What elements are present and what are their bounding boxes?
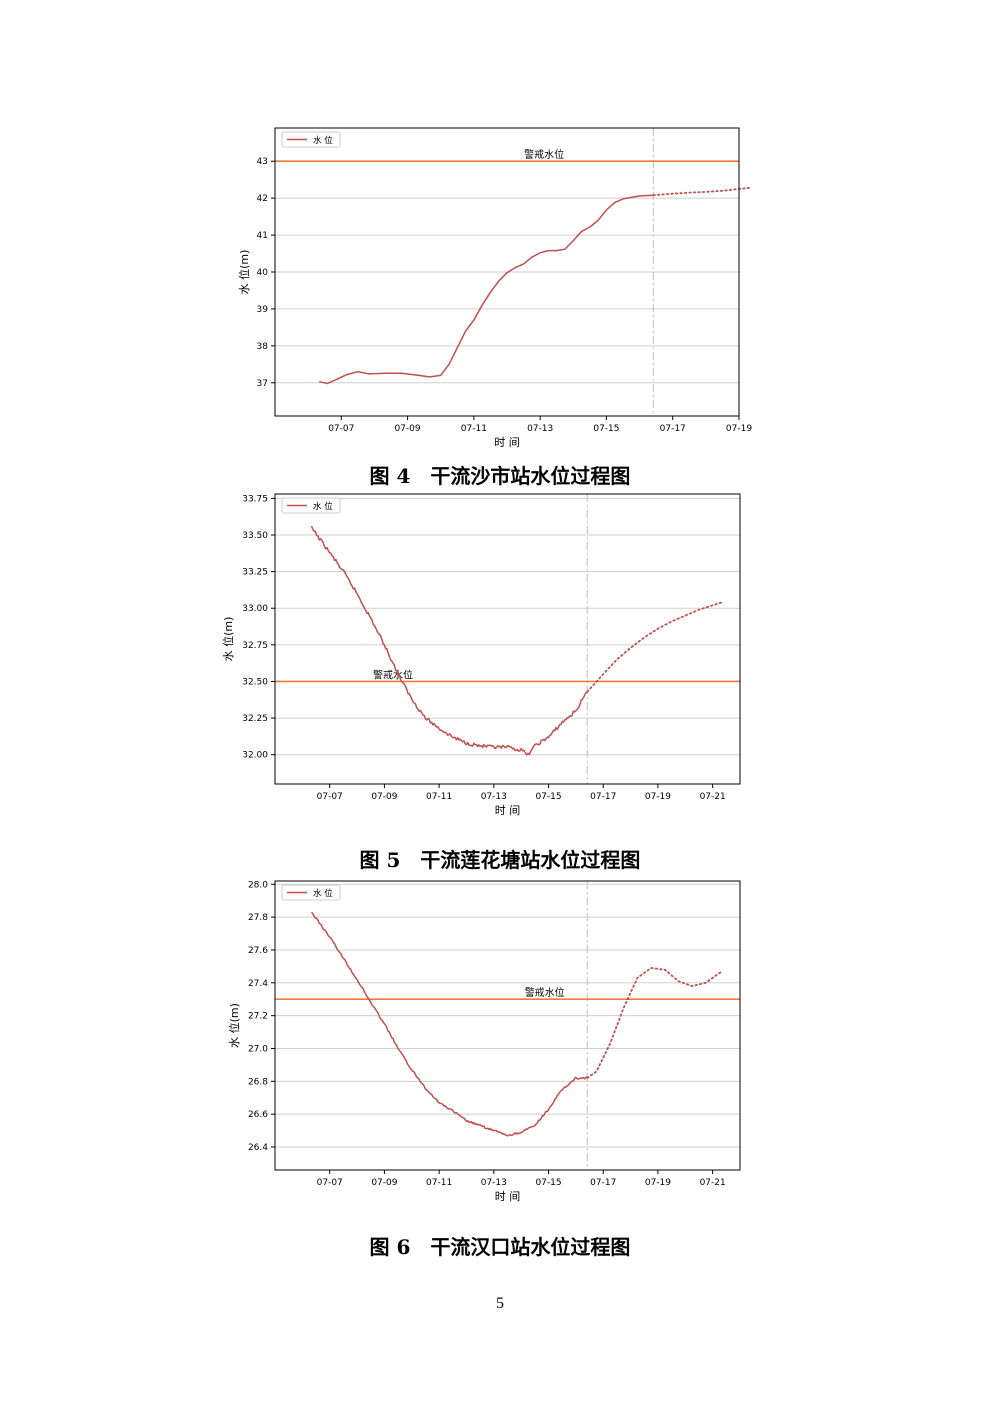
y-tick-label: 37 [257, 379, 268, 389]
figure-caption-5: 图 5 干流莲花塘站水位过程图 [359, 848, 641, 872]
warning-level-label: 警戒水位 [373, 668, 413, 681]
x-tick-label: 07-21 [700, 1178, 726, 1188]
y-tick-label: 27.6 [248, 946, 268, 956]
y-tick-label: 32.00 [242, 751, 268, 761]
y-axis-label: 水 位(m) [227, 1003, 241, 1048]
observed-series-line [310, 525, 588, 756]
page-number: 5 [496, 1295, 504, 1312]
forecast-series-line [586, 967, 723, 1079]
y-tick-label: 28.0 [248, 880, 268, 890]
x-tick-label: 07-13 [481, 792, 507, 802]
y-tick-label: 38 [257, 342, 269, 352]
x-tick-label: 07-13 [481, 1178, 507, 1188]
y-tick-label: 32.25 [242, 714, 268, 724]
warning-level-label: 警戒水位 [524, 148, 564, 161]
y-tick-label: 26.8 [248, 1077, 268, 1087]
y-tick-label: 27.8 [248, 913, 268, 923]
forecast-series-line [586, 601, 723, 693]
figure-caption-6: 图 6 干流汉口站水位过程图 [369, 1235, 631, 1259]
y-tick-label: 32.75 [242, 641, 268, 651]
x-tick-label: 07-11 [426, 792, 452, 802]
legend-label: 水 位 [313, 501, 333, 512]
y-axis-label: 水 位(m) [237, 250, 251, 295]
y-tick-label: 39 [257, 305, 269, 315]
legend-label: 水 位 [313, 135, 333, 146]
legend-box [281, 497, 341, 514]
x-tick-label: 07-19 [645, 792, 671, 802]
legend-label: 水 位 [313, 888, 333, 899]
x-tick-label: 07-15 [535, 1178, 561, 1188]
plot-frame [274, 880, 741, 1171]
x-tick-label: 07-19 [726, 424, 752, 434]
x-tick-label: 07-19 [645, 1178, 671, 1188]
y-tick-label: 33.00 [242, 604, 268, 614]
x-tick-label: 07-11 [461, 424, 487, 434]
y-tick-label: 26.4 [248, 1143, 268, 1153]
x-tick-label: 07-09 [394, 424, 420, 434]
y-tick-label: 40 [257, 268, 269, 278]
x-tick-label: 07-07 [328, 424, 354, 434]
figure-caption-4: 图 4 干流沙市站水位过程图 [369, 464, 631, 488]
y-tick-label: 42 [257, 194, 268, 204]
y-tick-label: 33.25 [242, 568, 268, 578]
y-tick-label: 27.2 [248, 1012, 268, 1022]
x-tick-label: 07-09 [371, 1178, 397, 1188]
x-tick-label: 07-17 [590, 792, 616, 802]
legend: 水 位 [281, 131, 341, 148]
x-axis-label: 时 间 [494, 436, 520, 449]
legend-box [281, 884, 341, 901]
x-tick-label: 07-17 [660, 424, 686, 434]
y-tick-label: 27.4 [248, 979, 268, 989]
y-tick-label: 41 [257, 231, 268, 241]
plot-frame [274, 127, 740, 417]
x-tick-label: 07-15 [535, 792, 561, 802]
legend: 水 位 [281, 884, 341, 901]
y-tick-label: 43 [257, 157, 268, 167]
x-tick-label: 07-07 [317, 1178, 343, 1188]
x-tick-label: 07-13 [527, 424, 553, 434]
x-tick-label: 07-07 [317, 792, 343, 802]
plot-frame [274, 493, 741, 785]
x-tick-label: 07-15 [593, 424, 619, 434]
y-tick-label: 33.75 [242, 494, 268, 504]
y-tick-label: 27.0 [248, 1044, 268, 1054]
x-axis-label: 时 间 [495, 804, 521, 817]
x-axis-label: 时 间 [495, 1190, 521, 1203]
x-tick-label: 07-21 [700, 792, 726, 802]
x-tick-label: 07-17 [590, 1178, 616, 1188]
y-tick-label: 26.6 [248, 1110, 268, 1120]
legend-box [281, 131, 341, 148]
y-tick-label: 32.50 [242, 677, 268, 687]
legend: 水 位 [281, 497, 341, 514]
y-tick-label: 33.50 [242, 531, 268, 541]
warning-level-label: 警戒水位 [525, 986, 565, 999]
observed-series-line [310, 911, 588, 1137]
x-tick-label: 07-09 [371, 792, 397, 802]
x-tick-label: 07-11 [426, 1178, 452, 1188]
y-axis-label: 水 位(m) [221, 617, 235, 662]
observed-series-line [319, 194, 654, 385]
